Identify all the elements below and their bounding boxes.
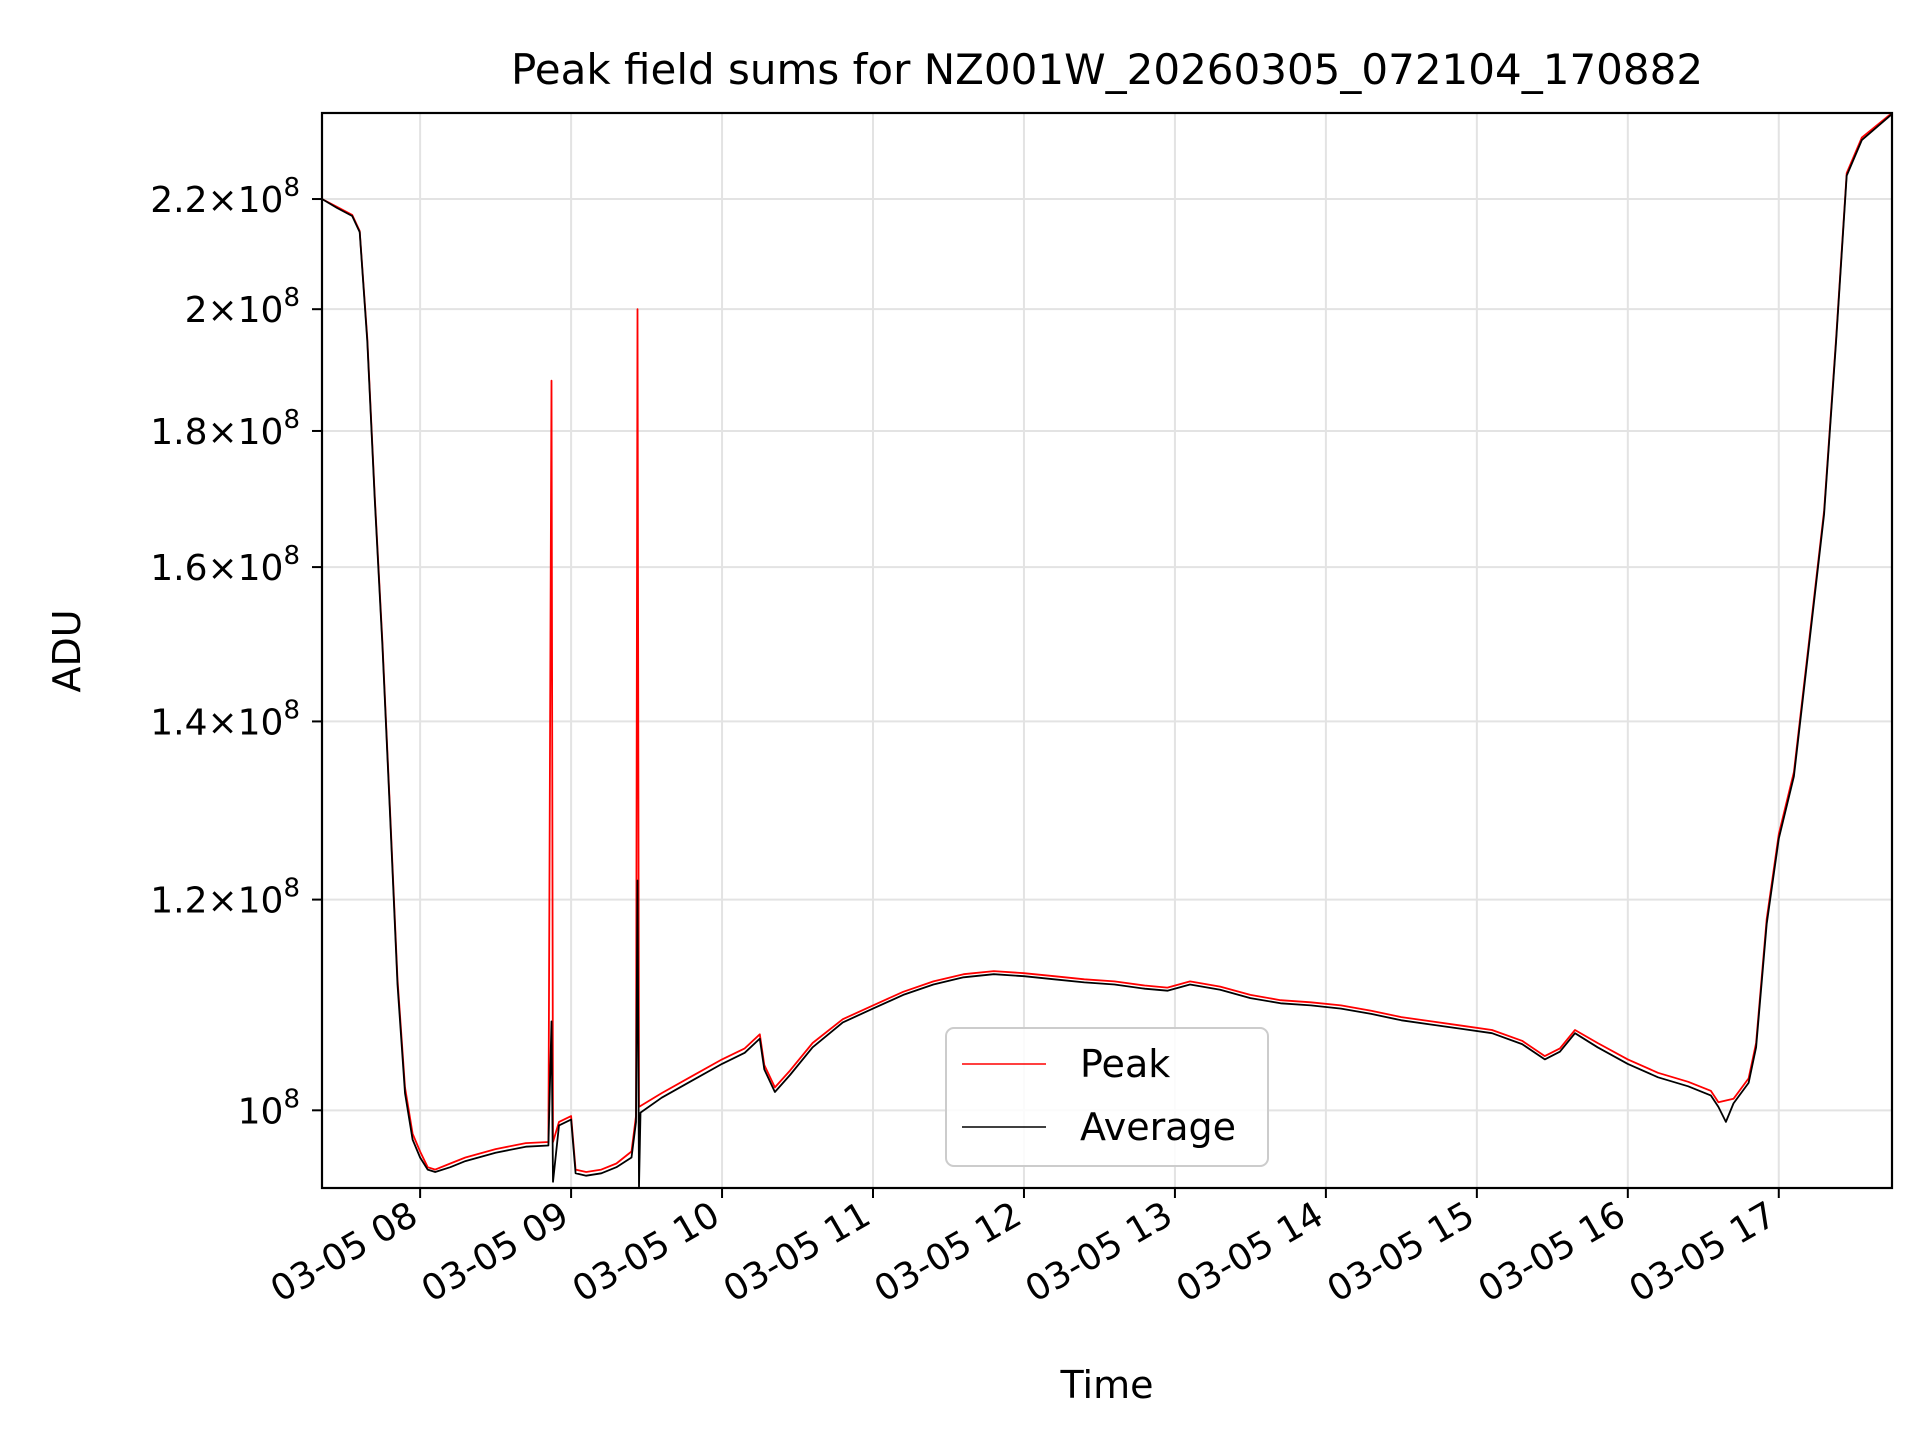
y-tick-label: 2×108 <box>185 283 300 331</box>
series-group <box>322 113 1892 1188</box>
legend-label-average: Average <box>1080 1105 1236 1149</box>
plot-frame <box>320 111 1894 1190</box>
legend: Peak Average <box>945 1027 1269 1167</box>
y-axis: 108 1.2×108 1.4×108 1.6×108 1.8×108 2×108 2.2×… <box>150 173 322 1132</box>
y-tick-label: 1.2×108 <box>150 874 300 922</box>
legend-label-peak: Peak <box>1080 1042 1170 1086</box>
y-tick-label: 2.2×108 <box>150 173 300 221</box>
y-tick-label: 108 <box>238 1084 300 1132</box>
y-axis-label: ADU <box>45 609 89 692</box>
y-tick-label: 1.6×108 <box>150 541 300 589</box>
series-line-average <box>322 113 1892 1188</box>
x-axis-label: Time <box>1060 1363 1154 1407</box>
y-tick-label: 1.4×108 <box>150 695 300 743</box>
series-line-peak <box>322 113 1892 1173</box>
legend-box <box>945 1027 1269 1167</box>
chart-title: Peak field sums for NZ001W_20260305_0721… <box>511 45 1703 94</box>
y-tick-label: 1.8×108 <box>150 405 300 453</box>
